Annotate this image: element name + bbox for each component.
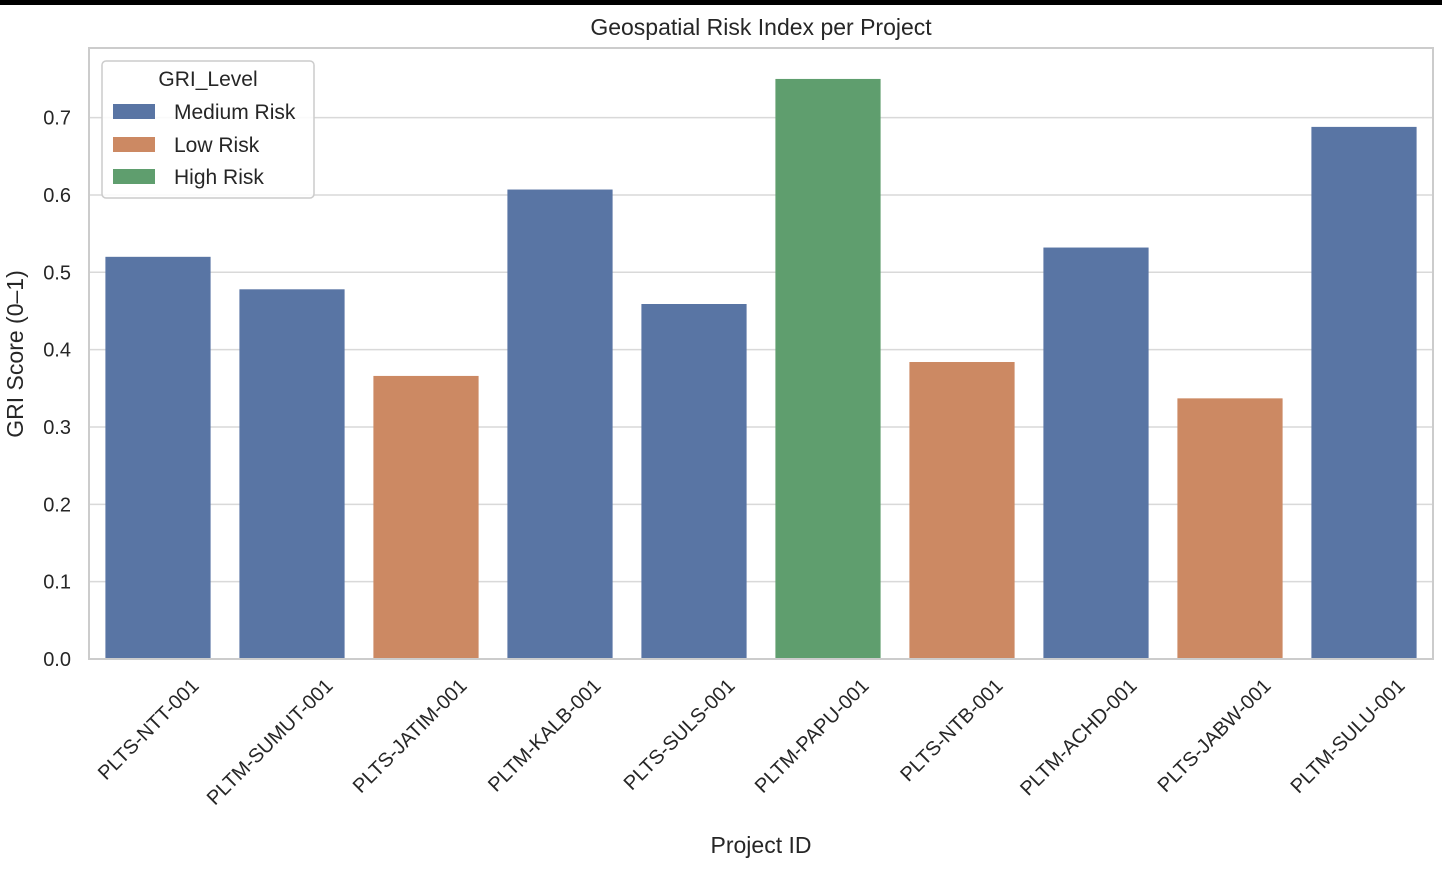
bar [239, 289, 345, 659]
y-tick-label: 0.5 [43, 262, 71, 284]
x-tick-label: PLTS-NTB-001 [896, 675, 1007, 786]
y-tick-label: 0.7 [43, 108, 71, 130]
bar [105, 256, 211, 659]
bar [1311, 126, 1417, 659]
x-tick-label: PLTM-SUMUT-001 [203, 675, 338, 810]
y-axis-title: GRI Score (0–1) [2, 270, 28, 437]
legend-title: GRI_Level [158, 68, 257, 91]
y-tick-label: 0.6 [43, 185, 71, 207]
x-axis-title: Project ID [711, 832, 812, 858]
legend-label-medium-risk: Medium Risk [174, 101, 296, 124]
y-tick-label: 0.1 [43, 572, 71, 594]
x-tick-labels: PLTS-NTT-001 PLTM-SUMUT-001 PLTS-JATIM-001… [94, 675, 1410, 810]
x-tick-label: PLTS-NTT-001 [94, 675, 204, 785]
x-tick-label: PLTM-ACHD-001 [1016, 675, 1141, 800]
legend: GRI_Level Medium Risk Low Risk High Risk [101, 60, 315, 199]
y-tick-label: 0.0 [43, 649, 71, 671]
bar [507, 189, 613, 659]
x-tick-label: PLTM-SULU-001 [1287, 675, 1410, 798]
x-tick-label: PLTM-PAPU-001 [751, 675, 874, 798]
bar [909, 362, 1015, 659]
y-tick-labels: 0.0 0.1 0.2 0.3 0.4 0.5 0.6 0.7 [43, 108, 71, 671]
bar [373, 375, 479, 659]
legend-swatch-high-risk [113, 169, 155, 184]
y-tick-label: 0.4 [43, 340, 71, 362]
chart-title: Geospatial Risk Index per Project [590, 14, 932, 40]
x-tick-label: PLTS-JATIM-001 [349, 675, 472, 798]
x-tick-label: PLTM-KALB-001 [484, 675, 605, 796]
y-tick-label: 0.2 [43, 494, 71, 516]
bar [1177, 398, 1283, 659]
plot-frame [88, 47, 1434, 660]
legend-swatch-low-risk [113, 137, 155, 152]
legend-label-high-risk: High Risk [174, 166, 264, 189]
legend-swatch-medium-risk [113, 104, 155, 119]
bars [105, 78, 1417, 659]
bar [775, 78, 881, 659]
legend-label-low-risk: Low Risk [174, 134, 260, 157]
bar [1043, 247, 1149, 659]
x-tick-label: PLTS-SULS-001 [620, 675, 740, 795]
y-tick-label: 0.3 [43, 417, 71, 439]
bar [641, 304, 747, 659]
x-tick-label: PLTS-JABW-001 [1154, 675, 1276, 797]
legend-box [101, 60, 315, 199]
window-top-border [0, 0, 1442, 5]
